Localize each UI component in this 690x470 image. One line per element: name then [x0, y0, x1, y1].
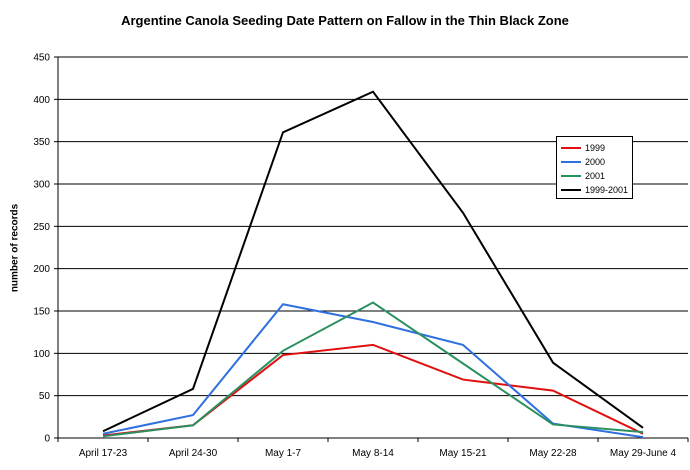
y-tick-label: 100 [33, 349, 50, 360]
y-tick-label: 400 [33, 95, 50, 106]
x-tick-label: April 17-23 [79, 448, 128, 459]
axes [54, 56, 689, 442]
legend-item: 1999 [561, 141, 632, 155]
y-tick-label: 200 [33, 264, 50, 275]
y-tick-label: 250 [33, 222, 50, 233]
x-tick-label: May 1-7 [265, 448, 302, 459]
series-line-1999 [102, 343, 644, 437]
x-tick-labels: April 17-23 April 24-30 May 1-7 May 8-14 May… [79, 448, 677, 459]
legend-label: 2001 [585, 171, 606, 181]
y-tick-label: 350 [33, 137, 50, 148]
x-tick-label: May 15-21 [439, 448, 487, 459]
legend-label: 2000 [585, 157, 606, 167]
legend-swatch [561, 175, 581, 177]
legend-label: 1999-2001 [585, 185, 629, 195]
y-tick-label: 150 [33, 307, 50, 318]
legend-swatch [561, 189, 581, 191]
legend-swatch [561, 147, 581, 149]
legend-item: 2000 [561, 155, 632, 169]
y-tick-label: 50 [39, 391, 51, 402]
series-line-1999-2001 [102, 90, 644, 433]
y-tick-labels: 0 50 100 150 200 250 300 350 400 450 [33, 53, 50, 445]
x-tick-label: April 24-30 [169, 448, 218, 459]
x-tick-label: May 22-28 [529, 448, 577, 459]
legend-item: 1999-2001 [561, 183, 632, 197]
legend-swatch [561, 161, 581, 163]
x-tick-label: May 29-June 4 [610, 448, 677, 459]
y-tick-label: 0 [44, 434, 50, 445]
x-tick-label: May 8-14 [352, 448, 394, 459]
chart-title: Argentine Canola Seeding Date Pattern on… [121, 13, 569, 28]
legend: 1999 2000 2001 1999-2001 [556, 136, 633, 199]
legend-item: 2001 [561, 169, 632, 183]
series-line-2000 [102, 303, 644, 439]
series-lines [102, 90, 644, 439]
series-line-2001 [102, 301, 644, 438]
y-tick-label: 300 [33, 180, 50, 191]
legend-label: 1999 [585, 143, 606, 153]
y-tick-label: 450 [33, 53, 50, 64]
